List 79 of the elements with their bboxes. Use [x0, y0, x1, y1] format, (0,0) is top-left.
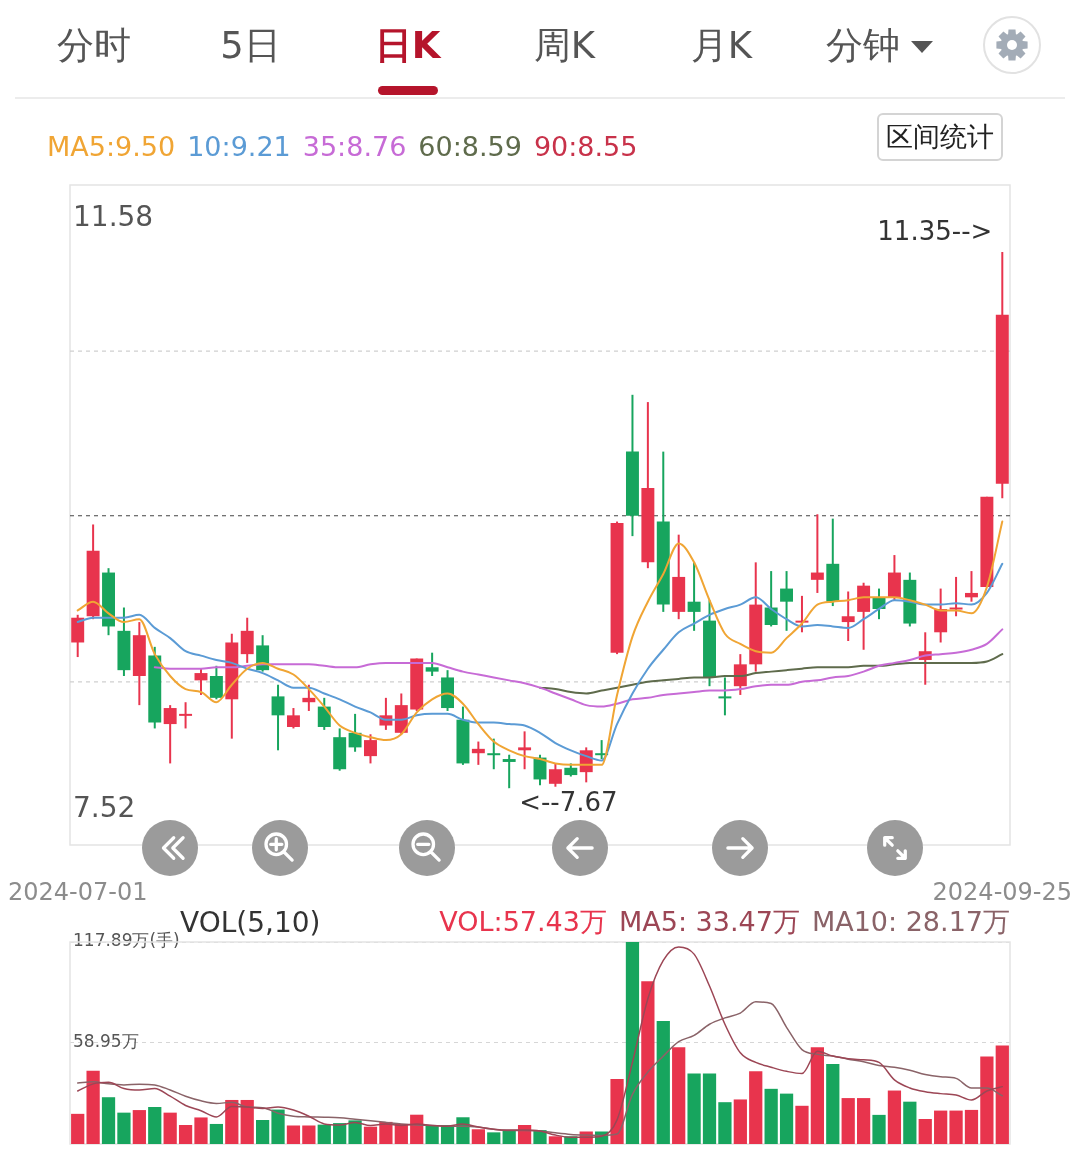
text: MA10: 28.17万: [811, 905, 1010, 939]
bar: [148, 1106, 162, 1144]
bar: [795, 1105, 809, 1144]
annotation: <--7.67: [519, 786, 618, 817]
y-tick-label: 117.89万(手): [73, 930, 180, 951]
bar: [132, 1110, 146, 1144]
bar: [995, 1045, 1009, 1144]
bar: [425, 1125, 439, 1144]
stats-button: 区间统计: [877, 113, 1003, 161]
bar: [733, 1099, 747, 1144]
bar: [286, 1125, 301, 1144]
series-label: MA5: 33.47万: [618, 905, 800, 939]
bar: [256, 1120, 270, 1144]
bar: [71, 1113, 85, 1144]
bar: [718, 1102, 732, 1144]
bar: [841, 1098, 855, 1144]
category-label: 周K: [533, 23, 596, 69]
bar: [348, 1120, 362, 1144]
bar: [918, 1118, 932, 1144]
legend-label: 90:8.55: [533, 130, 638, 162]
text: 35:8.76: [302, 130, 407, 162]
chart-title: VOL(5,10): [180, 905, 321, 939]
series-label: VOL:57.43万: [439, 905, 607, 939]
bar: [194, 1117, 208, 1144]
text: 60:8.59: [418, 130, 522, 162]
category-label: 分时: [56, 23, 131, 69]
candlestick: [502, 754, 516, 789]
category-label: 月K: [690, 23, 753, 69]
candlestick: [810, 514, 824, 593]
bar: [471, 1129, 485, 1144]
bar: [317, 1124, 331, 1144]
bar: [903, 1101, 917, 1144]
bar: [271, 1109, 285, 1144]
bar: [625, 942, 640, 1144]
bar: [302, 1125, 316, 1144]
bar: [964, 1109, 979, 1144]
bar: [702, 1073, 717, 1144]
bar: [764, 1088, 778, 1144]
bar: [333, 1123, 347, 1144]
bar: [810, 1047, 824, 1144]
bar: [487, 1132, 501, 1144]
bar: [363, 1126, 378, 1144]
y-tick-label: 11.58: [73, 199, 154, 233]
bar: [949, 1110, 963, 1144]
bar: [163, 1112, 177, 1144]
bar: [779, 1093, 794, 1144]
bar: [86, 1070, 100, 1144]
category-label: 日K: [374, 23, 441, 69]
bar: [240, 1099, 254, 1144]
candlestick: [179, 702, 193, 729]
line-series: [153, 628, 1004, 708]
annotation: 11.35-->: [877, 215, 993, 246]
category-label: 分钟: [825, 23, 900, 69]
bar: [672, 1047, 686, 1144]
bar: [687, 1073, 701, 1144]
category-label: 5日: [220, 23, 281, 69]
y-tick-label: 58.95万: [73, 1031, 139, 1052]
x-tick-label: 2024-09-25: [932, 877, 1073, 906]
bar: [641, 981, 655, 1144]
bar: [887, 1090, 902, 1144]
bar: [856, 1098, 871, 1144]
bar: [980, 1056, 994, 1144]
bar: [656, 1020, 670, 1144]
bar: [502, 1130, 516, 1144]
text: MA5:9.50: [47, 130, 176, 162]
bar: [209, 1123, 224, 1144]
bar: [826, 1063, 840, 1144]
bar: [117, 1112, 131, 1144]
bar: [225, 1099, 239, 1144]
bar: [872, 1114, 886, 1144]
x-tick-label: 2024-07-01: [7, 877, 148, 906]
bar: [749, 1071, 763, 1144]
y-tick-label: 7.52: [73, 791, 136, 825]
bar: [548, 1136, 563, 1144]
text: 10:9.21: [187, 130, 291, 162]
bar: [178, 1124, 193, 1144]
bar: [101, 1097, 116, 1144]
bar: [934, 1110, 948, 1144]
line-series: [76, 1001, 1004, 1137]
